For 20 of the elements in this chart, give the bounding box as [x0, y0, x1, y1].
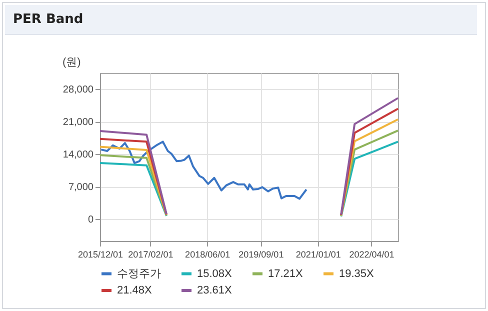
x-tick-label: 2022/04/01: [349, 250, 394, 260]
y-tick-label: 7,000: [68, 182, 94, 194]
x-tick-label: 2017/02/01: [128, 250, 174, 260]
chart-title: PER Band: [5, 5, 477, 35]
x-tick-label: 2019/09/01: [238, 250, 284, 260]
y-tick-label: 14,000: [62, 150, 94, 161]
x-tick-label: 2021/01/01: [296, 250, 341, 260]
legend-label: 15.08X: [197, 268, 233, 280]
legend-label: 21.48X: [117, 284, 153, 296]
y-tick-label: 0: [88, 214, 94, 226]
y-tick-label: 21,000: [62, 117, 94, 128]
y-axis-title: (원): [62, 56, 81, 68]
legend-label: 수정주가: [117, 268, 161, 280]
legend-label: 17.21X: [268, 268, 304, 280]
x-tick-label: 2018/06/01: [185, 250, 230, 260]
line-series: [100, 140, 308, 200]
legend-label: 23.61X: [197, 284, 233, 296]
legend-label: 19.35X: [339, 268, 375, 280]
y-tick-label: 28,000: [62, 84, 94, 96]
x-tick-label: 2015/12/01: [78, 250, 124, 260]
